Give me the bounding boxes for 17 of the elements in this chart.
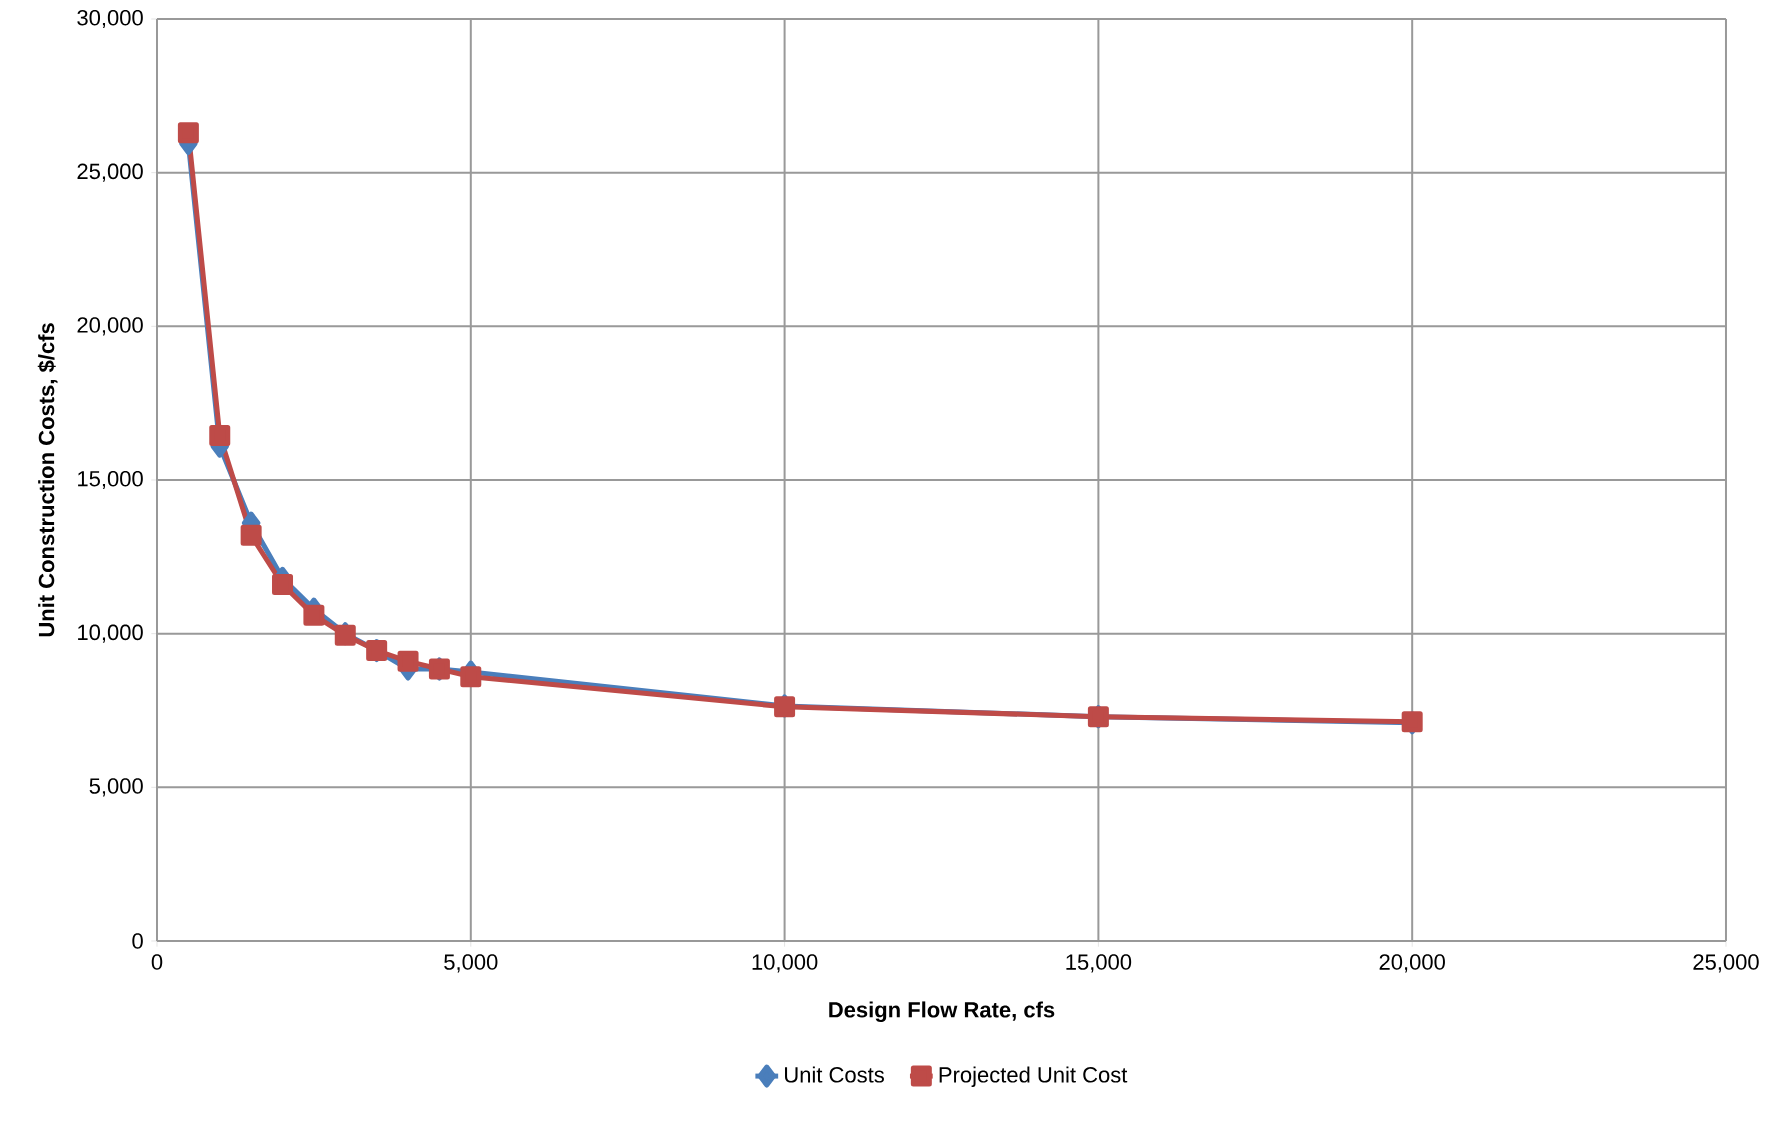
legend-label: Projected Unit Cost bbox=[939, 1066, 1128, 1087]
x-axis-title: Design Flow Rate, cfs bbox=[829, 1001, 1055, 1022]
y-tick-label: 30,000 bbox=[77, 9, 143, 29]
y-tick-label: 10,000 bbox=[78, 624, 143, 643]
y-axis-title: Unit Construction Costs, $/cfs bbox=[37, 323, 58, 637]
x-tick-label: 25,000 bbox=[1693, 954, 1759, 973]
x-tick-label: 15,000 bbox=[1066, 954, 1132, 973]
y-tick-label: 5,000 bbox=[89, 778, 143, 797]
y-tick-label: 25,000 bbox=[77, 163, 143, 182]
y-tick-label: 15,000 bbox=[78, 470, 143, 490]
x-tick-label: 0 bbox=[151, 954, 163, 970]
x-tick-label: 20,000 bbox=[1379, 954, 1445, 973]
x-tick-label: 5,000 bbox=[444, 954, 498, 973]
legend-label: Unit Costs bbox=[785, 1066, 884, 1083]
y-tick-label: 20,000 bbox=[77, 317, 143, 336]
y-tick-label: 0 bbox=[132, 933, 143, 949]
x-tick-label: 10,000 bbox=[752, 954, 818, 973]
